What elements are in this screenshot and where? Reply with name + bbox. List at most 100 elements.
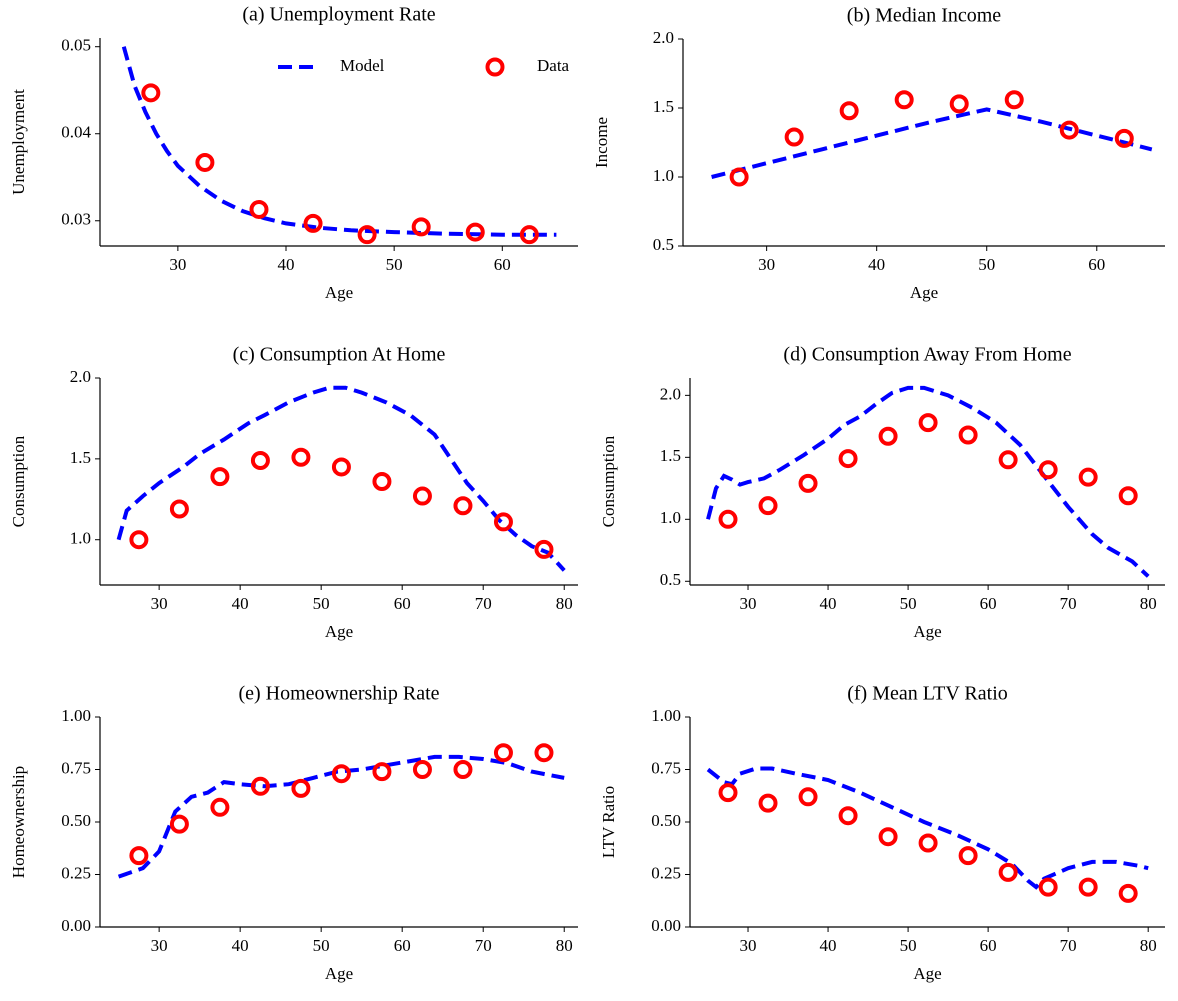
x-axis-label: Age [910,283,938,302]
data-point [331,764,351,784]
data-point [798,787,818,807]
chart-title: (d) Consumption Away From Home [783,344,1071,366]
data-point [357,225,377,245]
y-tick-label: 0.50 [61,811,91,830]
data-point [1078,467,1098,487]
x-tick-label: 80 [1140,936,1157,955]
x-tick-label: 50 [978,255,995,274]
x-tick-label: 60 [980,936,997,955]
model-line [706,766,1149,890]
x-tick-label: 60 [394,936,411,955]
x-tick-label: 40 [232,594,249,613]
y-tick-label: 0.5 [660,570,681,589]
data-point [453,760,473,779]
y-tick-label: 1.5 [653,97,674,116]
y-tick-label: 0.25 [651,863,681,882]
y-tick-label: 0.50 [651,811,681,830]
y-tick-label: 1.00 [651,706,681,725]
x-tick-label: 30 [758,255,775,274]
x-tick-label: 80 [556,594,573,613]
data-point [1118,486,1138,506]
data-point [303,213,323,233]
y-tick-label: 1.0 [653,166,674,185]
data-point [838,806,858,826]
y-axis-label: LTV Ratio [599,786,618,858]
x-tick-label: 40 [820,936,837,955]
y-tick-label: 0.03 [61,210,91,229]
data-point [493,743,513,763]
chart-title: (f) Mean LTV Ratio [847,683,1008,705]
legend-label: Data [537,56,570,75]
y-tick-label: 0.25 [61,863,91,882]
y-tick-label: 0.75 [651,758,681,777]
data-point [534,743,554,763]
x-tick-label: 60 [980,594,997,613]
data-point [718,509,738,529]
model-line [116,385,566,572]
y-tick-label: 1.00 [61,706,91,725]
data-point [250,776,270,796]
x-tick-label: 40 [278,255,295,274]
data-point [839,101,859,121]
x-tick-label: 50 [900,936,917,955]
data-point [453,496,473,516]
data-point [372,472,392,491]
data-point [412,760,432,779]
x-tick-label: 60 [394,594,411,613]
x-tick-label: 50 [386,255,403,274]
data-point [798,473,818,493]
data-point [718,783,738,803]
data-point [1038,460,1058,480]
data-point [998,862,1018,882]
x-axis-label: Age [325,964,353,983]
x-tick-label: 80 [556,936,573,955]
data-point [1114,128,1134,148]
legend-marker [485,57,505,77]
data-point [784,127,804,147]
data-point [958,846,978,866]
data-point [493,512,513,532]
data-point [291,778,311,798]
x-tick-label: 30 [169,255,186,274]
data-point [729,167,749,187]
data-point [949,94,969,114]
x-tick-label: 30 [740,594,757,613]
model-line [121,46,557,237]
x-tick-label: 50 [313,594,330,613]
data-point [291,447,311,467]
y-tick-label: 1.0 [660,508,681,527]
chart-title: (c) Consumption At Home [233,344,446,366]
x-tick-label: 30 [151,936,168,955]
data-point [129,530,149,550]
model-line [706,385,1150,578]
data-point [195,152,215,172]
x-axis-label: Age [913,622,941,641]
y-tick-label: 2.0 [70,367,91,386]
y-tick-label: 1.5 [70,448,91,467]
data-point [878,426,898,446]
x-tick-label: 80 [1140,594,1157,613]
y-tick-label: 0.00 [651,916,681,935]
model-line [117,754,565,879]
x-tick-label: 50 [900,594,917,613]
chart-title: (a) Unemployment Rate [242,4,435,26]
y-tick-label: 0.04 [61,123,91,142]
data-point [1004,90,1024,110]
data-point [1078,877,1098,897]
y-tick-label: 0.00 [61,916,91,935]
data-point [210,797,230,817]
y-axis-label: Unemployment [9,89,28,195]
x-tick-label: 60 [1088,255,1105,274]
data-point [411,217,431,237]
data-point [169,814,189,834]
data-point [210,467,230,487]
x-tick-label: 70 [475,594,492,613]
data-point [958,425,978,445]
y-tick-label: 2.0 [653,28,674,47]
data-point [412,486,432,506]
y-axis-label: Income [592,117,611,168]
data-point [918,833,938,853]
y-axis-label: Consumption [599,435,618,527]
data-point [534,539,554,559]
